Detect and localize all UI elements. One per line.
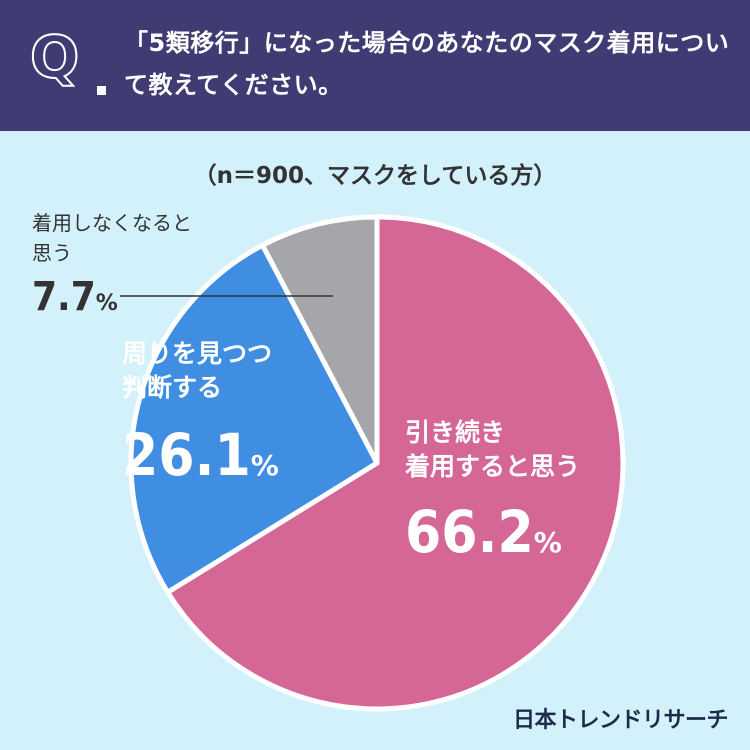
slice-depends	[128, 242, 380, 595]
slice-value-depends: 26.1%	[122, 421, 279, 489]
slice-name-not-wearing-2: 思う	[32, 241, 72, 265]
slice-name-depends-1: 周りを見つつ	[122, 339, 273, 368]
slice-name-not-wearing-1: 着用しなくなると	[32, 211, 192, 235]
slice-name-depends-2: 判断する	[122, 373, 223, 402]
value-number: 26.1	[122, 421, 251, 489]
pie-slices	[128, 214, 626, 712]
slice-not-wearing	[260, 214, 380, 466]
question-text: 「5類移行」になった場合のあなたのマスク着用について教えてください。	[124, 29, 730, 99]
slice-value-not-wearing: 7.7%	[32, 274, 192, 320]
value-number: 66.2	[405, 498, 534, 566]
brand-logo-text: 日本トレンドリサーチ	[512, 708, 729, 733]
question-header: Q 「5類移行」になった場合のあなたのマスク着用について教えてください。	[0, 0, 750, 131]
slice-label-continue: 引き続き 着用すると思う 66.2%	[405, 416, 580, 566]
percent-unit: %	[250, 449, 279, 482]
slice-label-depends: 周りを見つつ 判断する 26.1%	[122, 337, 279, 489]
q-dot	[97, 86, 106, 95]
q-mark: Q	[29, 23, 80, 91]
percent-unit: %	[533, 526, 562, 559]
percent-unit: %	[95, 291, 118, 316]
slice-value-continue: 66.2%	[405, 498, 580, 566]
slice-name-continue-2: 着用すると思う	[405, 452, 581, 481]
value-number: 7.7	[32, 274, 96, 320]
slice-label-not-wearing: 着用しなくなると 思う 7.7%	[32, 208, 192, 320]
slice-name-continue-1: 引き続き	[405, 418, 506, 447]
sample-note: （n＝900、マスクをしている方）	[193, 163, 557, 189]
slice-continue	[165, 214, 626, 712]
